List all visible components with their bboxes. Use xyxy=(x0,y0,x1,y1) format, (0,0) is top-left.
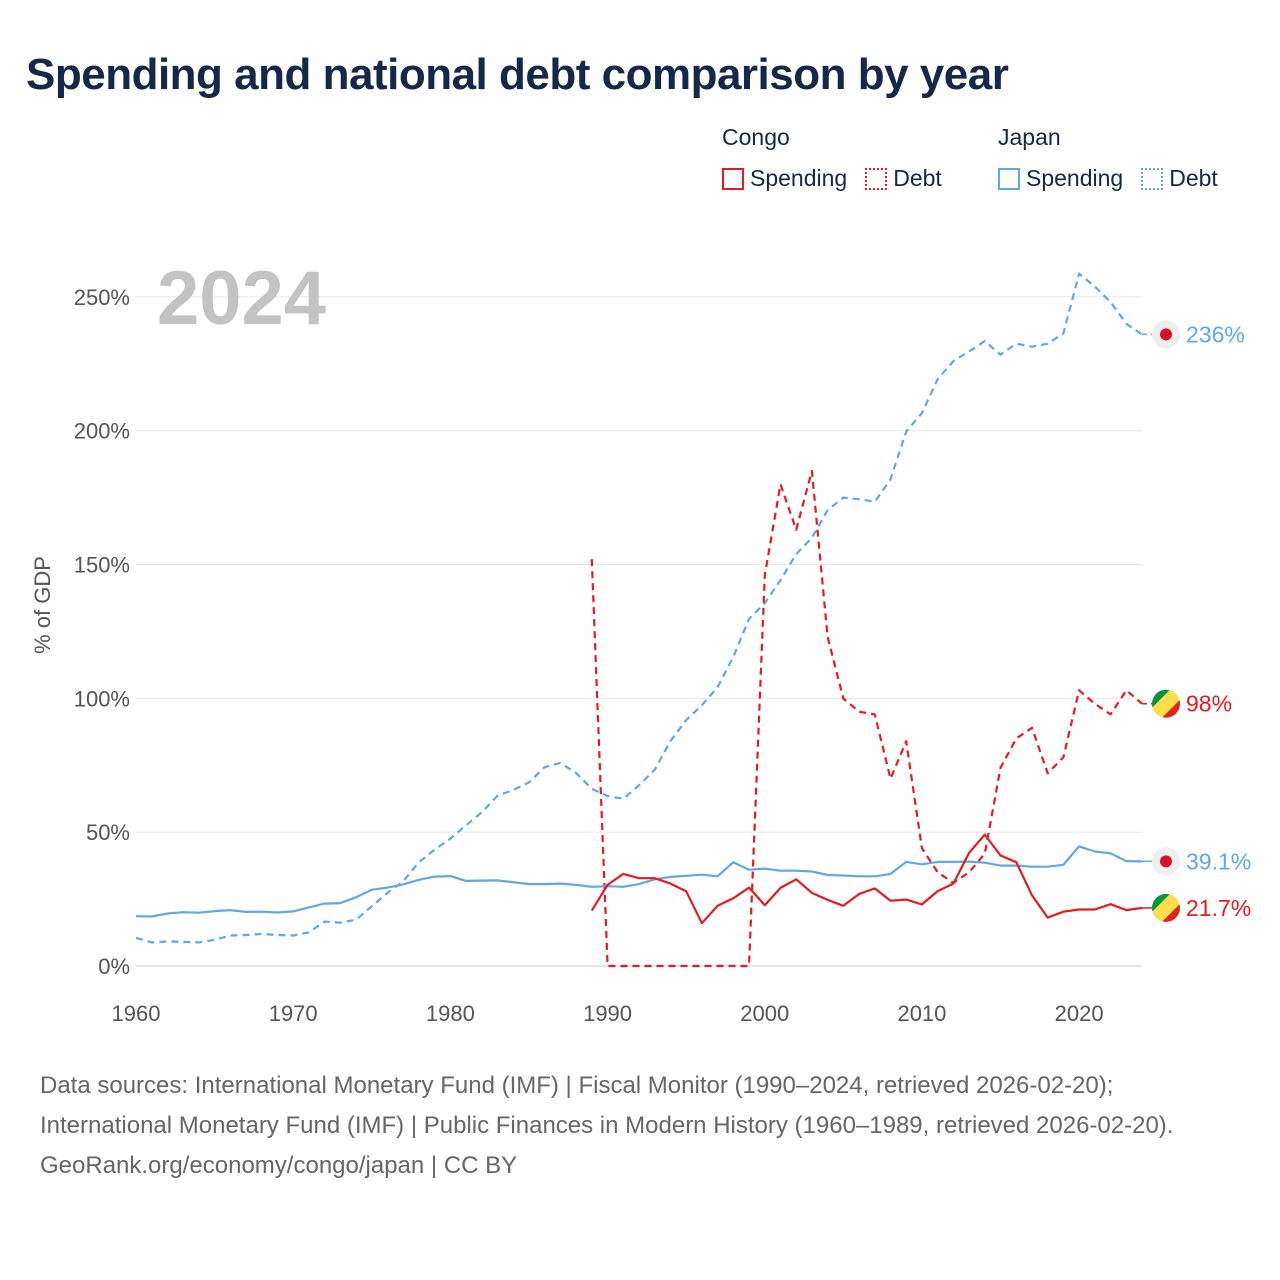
x-tick-label: 2020 xyxy=(1055,1001,1104,1026)
legend-japan: Japan Spending Debt xyxy=(998,124,1236,192)
series-line-japan-debt[interactable] xyxy=(135,272,1143,944)
flag-japan-sun xyxy=(1160,328,1172,341)
y-axis-ticks: 0% 50% 100% 150% 200% 250% xyxy=(74,285,130,979)
year-label: 2024 xyxy=(157,256,326,341)
data-sources: Data sources: International Monetary Fun… xyxy=(40,1072,1174,1139)
y-tick-label: 0% xyxy=(98,954,130,979)
x-tick-label: 2010 xyxy=(897,1001,946,1026)
flag-japan-sun xyxy=(1160,855,1172,868)
footer: Data sources: International Monetary Fun… xyxy=(40,1066,1240,1186)
series-lines xyxy=(135,272,1143,968)
x-axis-ticks: 1960 1970 1980 1990 2000 2010 2020 xyxy=(112,1001,1104,1026)
legend-country-japan: Japan xyxy=(998,124,1061,150)
gridlines xyxy=(136,296,1142,967)
series-line-congo-debt[interactable] xyxy=(590,469,1143,968)
legend-swatch-solid-blue xyxy=(998,167,1020,190)
legend-japan-debt[interactable]: Debt xyxy=(1141,165,1218,192)
legend-swatch-dotted-blue xyxy=(1141,167,1164,190)
attribution: GeoRank.org/economy/congo/japan | CC BY xyxy=(40,1152,518,1179)
y-tick-label: 200% xyxy=(74,419,130,444)
legend-country-congo: Congo xyxy=(722,124,790,150)
y-tick-label: 50% xyxy=(86,820,130,845)
legend-japan-spending[interactable]: Spending xyxy=(998,165,1123,192)
legend-label: Debt xyxy=(1169,165,1218,191)
series-line-japan-spending[interactable] xyxy=(135,845,1143,918)
x-tick-label: 1980 xyxy=(426,1001,475,1026)
end-markers: 236% 98% 39.1% 21.7% xyxy=(1142,320,1251,922)
end-value-label: 236% xyxy=(1186,321,1245,347)
series-line-congo-spending[interactable] xyxy=(590,833,1143,925)
x-tick-label: 1960 xyxy=(112,1001,161,1026)
x-tick-label: 1990 xyxy=(583,1001,632,1026)
legend-congo-spending[interactable]: Spending xyxy=(722,165,847,192)
flag-congo-icon xyxy=(1152,689,1180,718)
y-axis-label: % of GDP xyxy=(30,556,55,654)
line-chart: 0% 50% 100% 150% 200% 250% 1960 1970 1980 1990 20… xyxy=(30,256,1251,1026)
legend-swatch-dotted-red xyxy=(865,167,888,190)
flag-congo-icon xyxy=(1152,893,1180,922)
y-tick-label: 100% xyxy=(74,686,130,711)
legend-congo-debt[interactable]: Debt xyxy=(865,165,942,192)
legend-label: Spending xyxy=(750,165,848,191)
x-tick-label: 2000 xyxy=(740,1001,789,1026)
end-value-label: 98% xyxy=(1186,691,1232,717)
x-tick-label: 1970 xyxy=(269,1001,318,1026)
end-value-label: 21.7% xyxy=(1186,895,1251,921)
end-value-label: 39.1% xyxy=(1186,848,1251,874)
legend-swatch-solid-red xyxy=(722,167,744,190)
legend-label: Debt xyxy=(893,165,942,191)
y-tick-label: 250% xyxy=(74,285,130,310)
chart-title: Spending and national debt comparison by… xyxy=(26,50,1009,99)
y-tick-label: 150% xyxy=(74,553,130,578)
legend-congo: Congo Spending Debt xyxy=(722,124,960,192)
legend-label: Spending xyxy=(1026,165,1124,191)
